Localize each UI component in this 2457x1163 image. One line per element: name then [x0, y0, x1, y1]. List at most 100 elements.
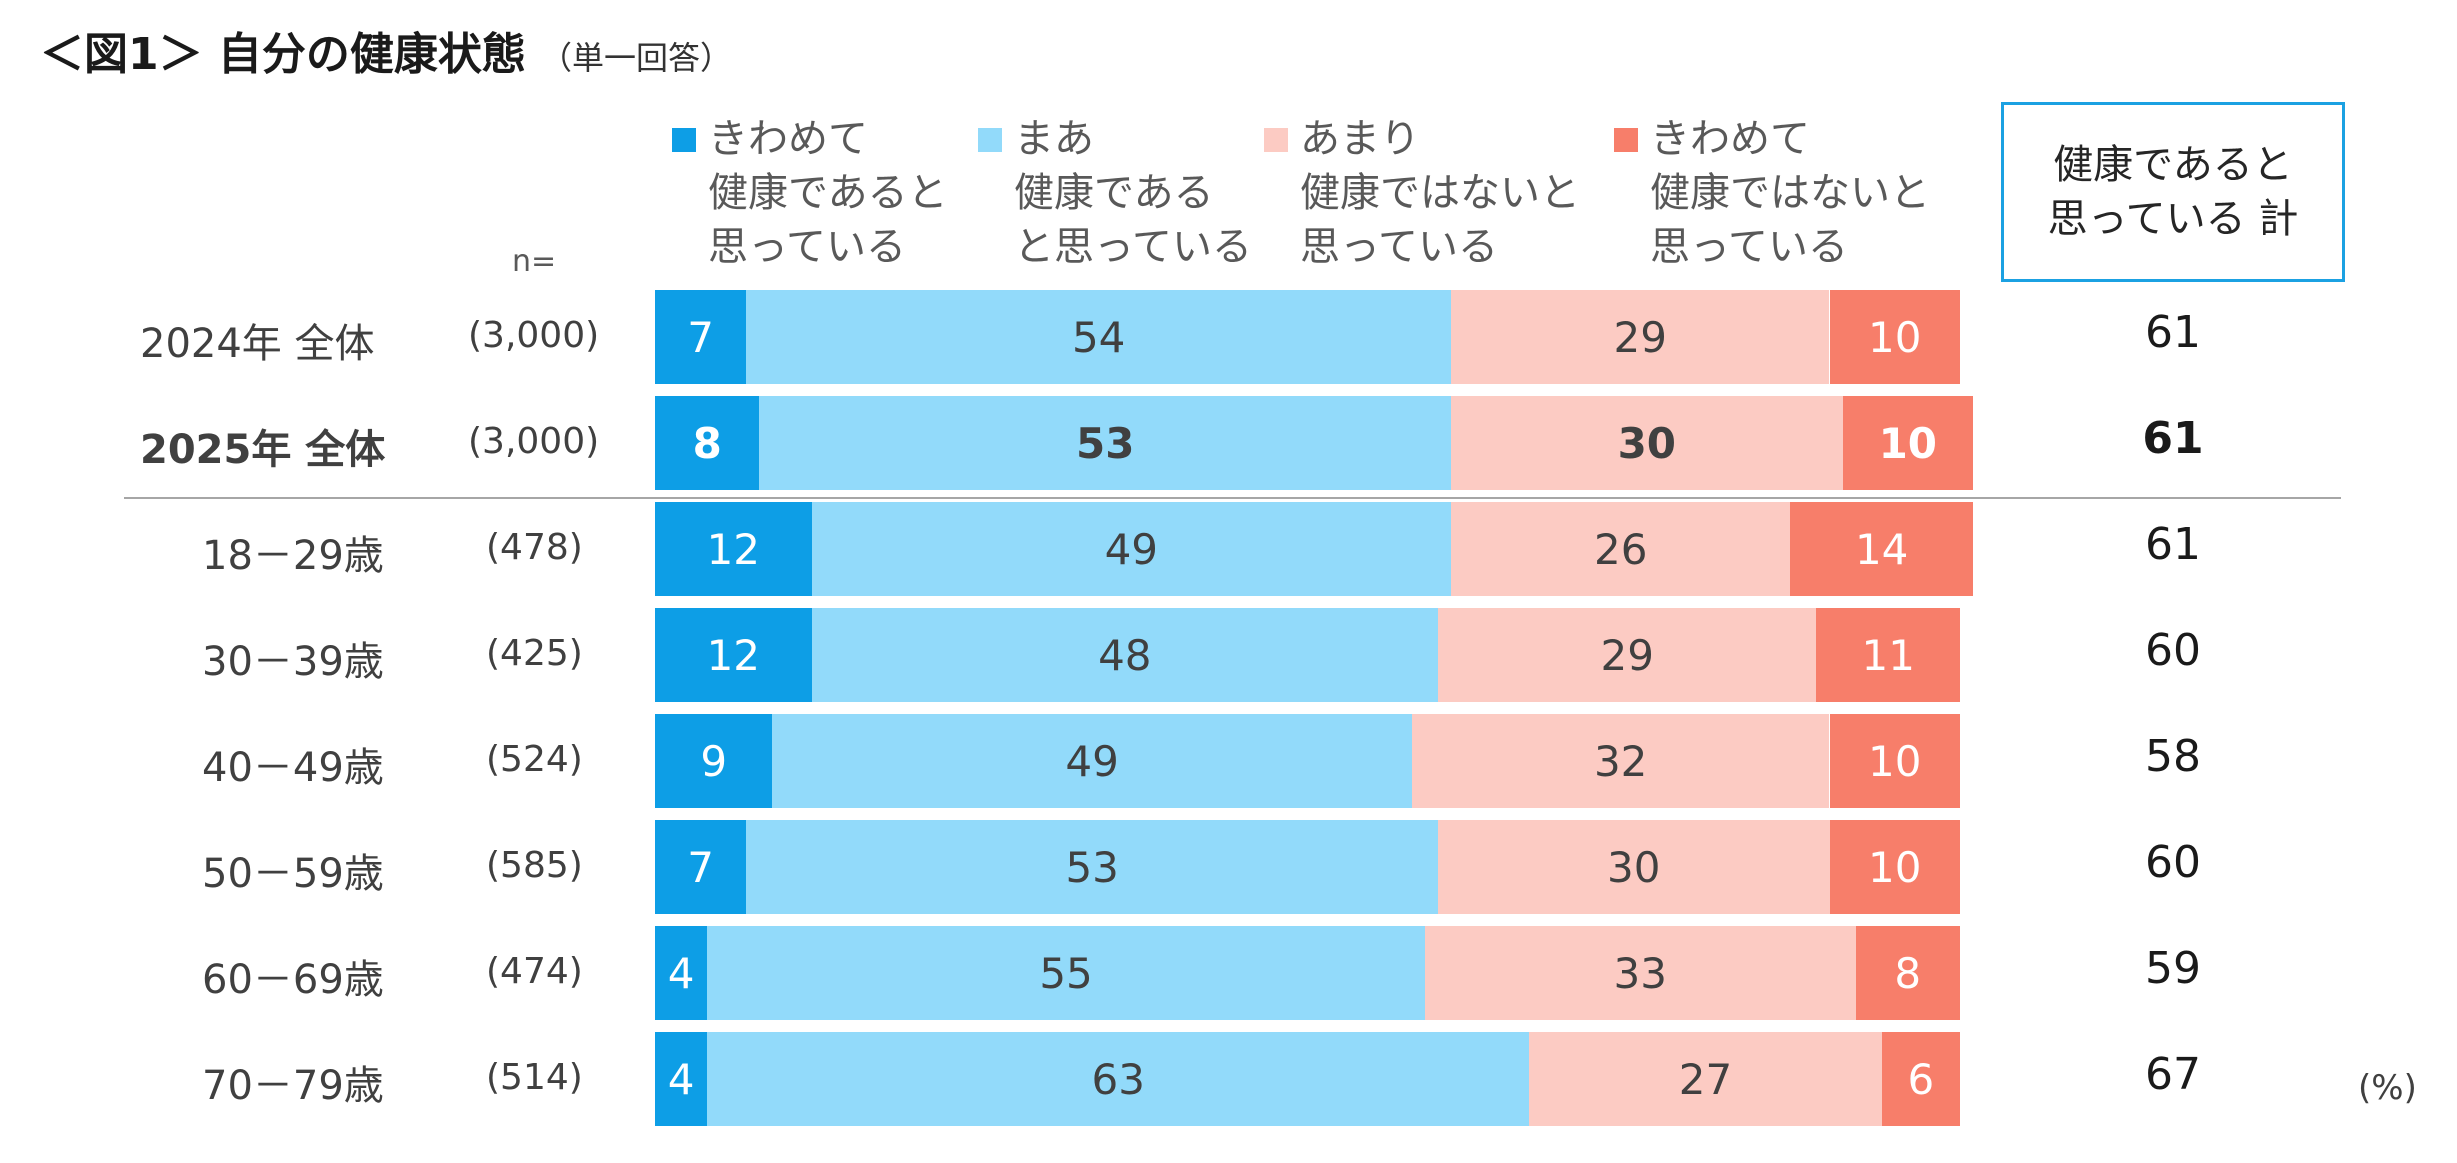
row-n-value: (524)	[486, 739, 583, 780]
data-label: 33	[1613, 948, 1667, 998]
data-label: 26	[1593, 524, 1648, 574]
bar-segment-fairly-healthy: 53	[746, 820, 1438, 914]
data-label: 10	[1868, 842, 1922, 892]
legend-label-very-healthy: きわめて 健康であると 思っている	[708, 116, 948, 270]
data-label: 9	[700, 736, 728, 786]
legend-swatch-not-healthy	[1614, 128, 1638, 152]
row-n-value: (474)	[486, 951, 583, 992]
bar-segment-very-healthy: 9	[655, 714, 773, 808]
row-n-value: (3,000)	[468, 315, 600, 356]
row-label: 30－39歳	[202, 639, 384, 685]
legend-swatch-not-very-healthy	[1264, 128, 1288, 152]
bar-segment-not-very-healthy: 27	[1529, 1032, 1882, 1126]
row-n-value: (3,000)	[468, 421, 600, 462]
data-label: 29	[1613, 312, 1667, 362]
data-label: 4	[667, 1054, 695, 1104]
data-label: 10	[1868, 736, 1922, 786]
bar-segment-very-healthy: 8	[655, 396, 760, 490]
legend-swatch-fairly-healthy	[978, 128, 1002, 152]
data-label: 7	[687, 842, 715, 892]
data-label: 10	[1868, 312, 1922, 362]
data-label: 7	[687, 312, 715, 362]
row-label: 2025年 全体	[140, 427, 386, 473]
row-label: 18－29歳	[202, 533, 384, 579]
bar-segment-not-healthy: 10	[1842, 396, 1974, 490]
data-label: 49	[1104, 524, 1159, 574]
bar-segment-fairly-healthy: 49	[772, 714, 1412, 808]
bar-segment-not-healthy: 10	[1829, 820, 1960, 914]
bar-segment-not-healthy: 6	[1881, 1032, 1960, 1126]
row-total-value: 61	[2142, 413, 2204, 464]
bar-segment-very-healthy: 7	[655, 290, 747, 384]
data-label: 63	[1091, 1054, 1145, 1104]
row-n-value: (425)	[486, 633, 583, 674]
row-n-value: (585)	[486, 845, 583, 886]
row-total-value: 58	[2145, 731, 2201, 782]
data-label: 6	[1907, 1054, 1935, 1104]
bar-segment-not-healthy: 10	[1829, 714, 1960, 808]
bar-segment-fairly-healthy: 63	[707, 1032, 1530, 1126]
data-label: 14	[1854, 524, 1909, 574]
data-label: 49	[1065, 736, 1119, 786]
bar-segment-very-healthy: 12	[655, 608, 812, 702]
n-label: n=	[512, 244, 557, 279]
data-label: 8	[692, 418, 722, 468]
bar-segment-not-very-healthy: 29	[1451, 290, 1830, 384]
row-total-value: 67	[2145, 1049, 2201, 1100]
data-label: 55	[1039, 948, 1093, 998]
data-label: 27	[1678, 1054, 1733, 1104]
data-label: 12	[706, 630, 761, 680]
bar-segment-not-very-healthy: 32	[1411, 714, 1830, 808]
group-divider	[124, 497, 2341, 499]
data-label: 53	[1065, 842, 1119, 892]
row-total-value: 61	[2145, 519, 2201, 570]
title-text: ＜図1＞ 自分の健康状態	[40, 29, 526, 80]
bar-segment-very-healthy: 4	[655, 926, 708, 1020]
bar-segment-not-healthy: 10	[1829, 290, 1960, 384]
row-total-value: 60	[2145, 837, 2201, 888]
legend-label-not-healthy: きわめて 健康ではないと 思っている	[1650, 116, 1930, 270]
bar-segment-very-healthy: 4	[655, 1032, 708, 1126]
data-label: 30	[1607, 842, 1661, 892]
bar-segment-fairly-healthy: 48	[811, 608, 1438, 702]
data-label: 8	[1894, 948, 1922, 998]
bar-segment-not-very-healthy: 33	[1424, 926, 1856, 1020]
data-label: 12	[706, 524, 761, 574]
bar-segment-not-healthy: 11	[1816, 608, 1960, 702]
bar-segment-very-healthy: 12	[655, 502, 812, 596]
bar-segment-fairly-healthy: 49	[811, 502, 1452, 596]
legend-swatch-very-healthy	[672, 128, 696, 152]
total-header-box: 健康であると 思っている 計	[2001, 102, 2345, 282]
chart-title: ＜図1＞ 自分の健康状態 （単一回答）	[40, 18, 732, 82]
bar-segment-not-very-healthy: 30	[1451, 396, 1843, 490]
bar-segment-not-very-healthy: 30	[1438, 820, 1830, 914]
bar-segment-not-healthy: 14	[1790, 502, 1974, 596]
row-label: 60－69歳	[202, 957, 384, 1003]
data-label: 10	[1878, 418, 1938, 468]
row-n-value: (478)	[486, 527, 583, 568]
data-label: 54	[1071, 312, 1126, 362]
row-label: 70－79歳	[202, 1063, 384, 1109]
data-label: 29	[1600, 630, 1654, 680]
bar-segment-fairly-healthy: 53	[759, 396, 1452, 490]
unit-label: (%)	[2358, 1068, 2417, 1108]
data-label: 4	[667, 948, 695, 998]
data-label: 48	[1098, 630, 1152, 680]
legend-label-not-very-healthy: あまり 健康ではないと 思っている	[1300, 116, 1580, 270]
row-total-value: 61	[2145, 307, 2201, 358]
data-label: 11	[1861, 630, 1915, 680]
data-label: 53	[1075, 418, 1135, 468]
row-total-value: 60	[2145, 625, 2201, 676]
row-label: 50－59歳	[202, 851, 384, 897]
bar-segment-fairly-healthy: 55	[707, 926, 1425, 1020]
legend-label-fairly-healthy: まあ 健康である と思っている	[1014, 116, 1252, 270]
row-label: 40－49歳	[202, 745, 384, 791]
bar-segment-not-very-healthy: 26	[1451, 502, 1791, 596]
total-header-text: 健康であると 思っている 計	[2047, 142, 2299, 242]
row-total-value: 59	[2145, 943, 2201, 994]
subtitle-text: （単一回答）	[539, 39, 732, 77]
bar-segment-not-very-healthy: 29	[1438, 608, 1817, 702]
bar-segment-fairly-healthy: 54	[746, 290, 1452, 384]
data-label: 30	[1617, 418, 1677, 468]
bar-segment-not-healthy: 8	[1855, 926, 1960, 1020]
